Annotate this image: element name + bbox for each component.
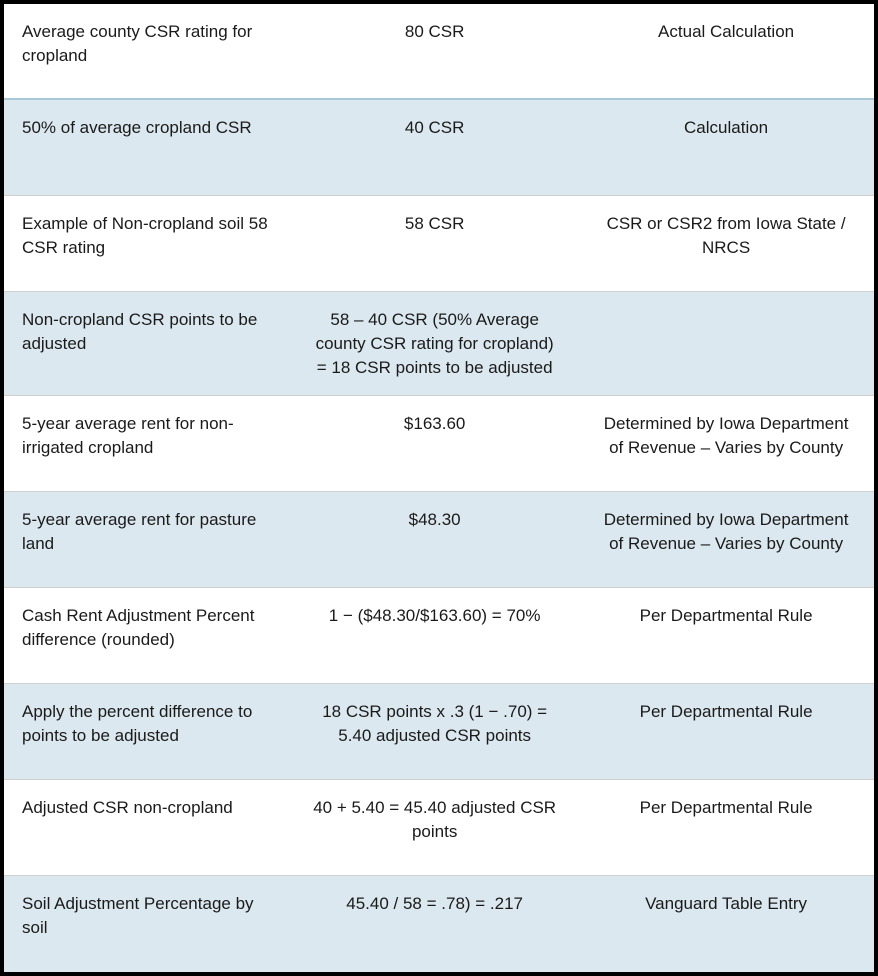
- cell-text: Example of Non-cropland soil 58 CSR rati…: [22, 212, 273, 260]
- table-cell: 40 + 5.40 = 45.40 adjusted CSR points: [291, 780, 578, 875]
- cell-text: $48.30: [309, 508, 560, 532]
- cell-text: Determined by Iowa Department of Revenue…: [596, 412, 856, 460]
- cell-text: Determined by Iowa Department of Revenue…: [596, 508, 856, 556]
- cell-text: CSR or CSR2 from Iowa State / NRCS: [596, 212, 856, 260]
- table-cell: Determined by Iowa Department of Revenue…: [578, 492, 874, 587]
- cell-text: 5-year average rent for pasture land: [22, 508, 273, 556]
- table-cell: Adjusted CSR non-cropland: [4, 780, 291, 875]
- cell-text: 5-year average rent for non-irrigated cr…: [22, 412, 273, 460]
- table-cell: $48.30: [291, 492, 578, 587]
- cell-text: 18 CSR points x .3 (1 − .70) = 5.40 adju…: [309, 700, 560, 748]
- table-row: Adjusted CSR non-cropland 40 + 5.40 = 45.…: [4, 780, 874, 876]
- table-cell: CSR or CSR2 from Iowa State / NRCS: [578, 196, 874, 291]
- cell-text: Per Departmental Rule: [596, 604, 856, 628]
- table-row: Average county CSR rating for cropland 80…: [4, 4, 874, 100]
- cell-text: 40 + 5.40 = 45.40 adjusted CSR points: [309, 796, 560, 844]
- cell-text: 40 CSR: [309, 116, 560, 140]
- table-cell: 45.40 / 58 = .78) = .217: [291, 876, 578, 972]
- table-cell: $163.60: [291, 396, 578, 491]
- cell-text: 50% of average cropland CSR: [22, 116, 273, 140]
- table-row: Example of Non-cropland soil 58 CSR rati…: [4, 196, 874, 292]
- csr-calculation-table: Average county CSR rating for cropland 80…: [0, 0, 878, 976]
- cell-text: 1 − ($48.30/$163.60) = 70%: [309, 604, 560, 628]
- cell-text: 45.40 / 58 = .78) = .217: [309, 892, 560, 916]
- table-cell: Per Departmental Rule: [578, 684, 874, 779]
- table-cell: 80 CSR: [291, 4, 578, 98]
- table-row: 5-year average rent for pasture land $48.…: [4, 492, 874, 588]
- cell-text: Average county CSR rating for cropland: [22, 20, 273, 68]
- cell-text: Actual Calculation: [596, 20, 856, 44]
- table-cell: Per Departmental Rule: [578, 588, 874, 683]
- cell-text: Per Departmental Rule: [596, 700, 856, 724]
- table-cell: 58 CSR: [291, 196, 578, 291]
- cell-text: 58 CSR: [309, 212, 560, 236]
- table-cell: Per Departmental Rule: [578, 780, 874, 875]
- table-cell: 5-year average rent for non-irrigated cr…: [4, 396, 291, 491]
- cell-text: Soil Adjustment Percentage by soil: [22, 892, 273, 940]
- cell-text: Apply the percent difference to points t…: [22, 700, 273, 748]
- table-cell: Cash Rent Adjustment Percent difference …: [4, 588, 291, 683]
- table-cell: 5-year average rent for pasture land: [4, 492, 291, 587]
- table-cell: 50% of average cropland CSR: [4, 100, 291, 195]
- table-cell: 1 − ($48.30/$163.60) = 70%: [291, 588, 578, 683]
- table-cell: Example of Non-cropland soil 58 CSR rati…: [4, 196, 291, 291]
- table-cell: Apply the percent difference to points t…: [4, 684, 291, 779]
- cell-text: Non-cropland CSR points to be adjusted: [22, 308, 273, 356]
- table-cell: Soil Adjustment Percentage by soil: [4, 876, 291, 972]
- table-cell: Calculation: [578, 100, 874, 195]
- table-row: Cash Rent Adjustment Percent difference …: [4, 588, 874, 684]
- cell-text: $163.60: [309, 412, 560, 436]
- cell-text: Per Departmental Rule: [596, 796, 856, 820]
- table-row: Soil Adjustment Percentage by soil 45.40 …: [4, 876, 874, 972]
- cell-text: Vanguard Table Entry: [596, 892, 856, 916]
- cell-text: Calculation: [596, 116, 856, 140]
- table-row: 5-year average rent for non-irrigated cr…: [4, 396, 874, 492]
- table-cell: 58 – 40 CSR (50% Average county CSR rati…: [291, 292, 578, 395]
- table-cell: Average county CSR rating for cropland: [4, 4, 291, 98]
- table-cell: Non-cropland CSR points to be adjusted: [4, 292, 291, 395]
- table-cell: [578, 292, 874, 395]
- table-cell: Determined by Iowa Department of Revenue…: [578, 396, 874, 491]
- table-row: Apply the percent difference to points t…: [4, 684, 874, 780]
- cell-text: 80 CSR: [309, 20, 560, 44]
- table-cell: 18 CSR points x .3 (1 − .70) = 5.40 adju…: [291, 684, 578, 779]
- table-row: 50% of average cropland CSR 40 CSR Calcula…: [4, 100, 874, 196]
- table-row: Non-cropland CSR points to be adjusted 58…: [4, 292, 874, 396]
- table-cell: Vanguard Table Entry: [578, 876, 874, 972]
- table-cell: 40 CSR: [291, 100, 578, 195]
- cell-text: 58 – 40 CSR (50% Average county CSR rati…: [309, 308, 560, 379]
- cell-text: Adjusted CSR non-cropland: [22, 796, 273, 820]
- cell-text: Cash Rent Adjustment Percent difference …: [22, 604, 273, 652]
- table-cell: Actual Calculation: [578, 4, 874, 98]
